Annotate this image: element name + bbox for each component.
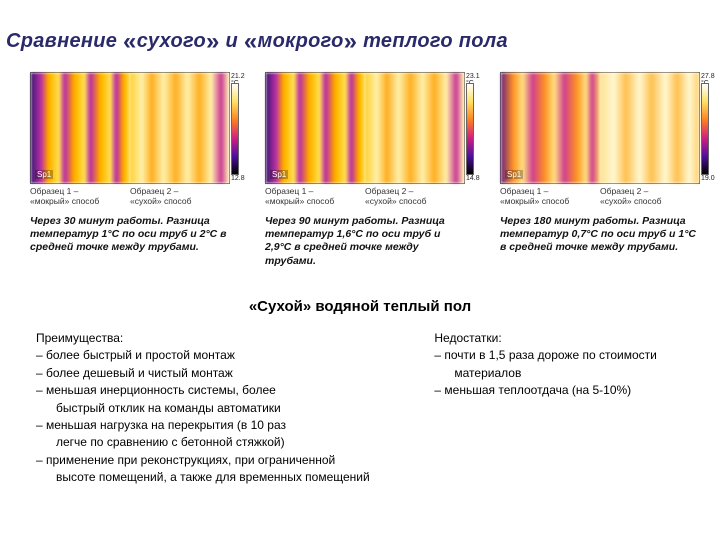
thermal-half-dry — [600, 73, 699, 183]
thermal-image: Sp1 23.1 °C 14.8 — [265, 72, 465, 184]
thermal-half-wet — [501, 73, 600, 183]
thermal-image: Sp1 27.8 °C 19.0 — [500, 72, 700, 184]
sp-label: Sp1 — [505, 170, 523, 179]
caption-line: «сухой» способ — [365, 197, 465, 207]
thermal-half-wet — [31, 73, 130, 183]
panel-captions: Образец 1 – «мокрый» способ Образец 2 – … — [30, 187, 230, 207]
panel-description: Через 90 минут работы. Разница температу… — [265, 215, 465, 269]
item-text-cont: легче по сравнению с бетонной стяжкой) — [46, 434, 424, 451]
thermal-half-wet — [266, 73, 365, 183]
item-text: – применение при реконструкциях, при огр… — [36, 453, 335, 467]
scale-max: 27.8 °C — [701, 73, 715, 83]
scale-bar — [466, 83, 474, 175]
thermal-panel: Sp1 21.2 °C 12.8 Образец 1 – «мокрый» сп… — [30, 72, 230, 268]
item-text: – меньшая инерционность системы, более — [36, 383, 276, 397]
thermal-half-dry — [365, 73, 464, 183]
thermal-panel: Sp1 27.8 °C 19.0 Образец 1 – «мокрый» сп… — [500, 72, 700, 268]
scale-min: 19.0 — [701, 175, 715, 185]
panel-description: Через 180 минут работы. Разница температ… — [500, 215, 700, 255]
scale-bar — [701, 83, 709, 175]
caption-line: «мокрый» способ — [265, 197, 365, 207]
subheading: «Сухой» водяной теплый пол — [0, 298, 720, 315]
title-part: мокрого — [258, 30, 344, 52]
color-scale: 23.1 °C 14.8 — [466, 73, 478, 185]
list-item: – меньшая нагрузка на перекрытия (в 10 р… — [36, 417, 424, 452]
scale-min: 12.8 — [231, 175, 245, 185]
panel-description: Через 30 минут работы. Разница температу… — [30, 215, 230, 255]
title-part: сухого — [137, 30, 206, 52]
title-part: теплого пола — [357, 30, 508, 52]
sp-label: Sp1 — [35, 170, 53, 179]
color-scale: 21.2 °C 12.8 — [231, 73, 243, 185]
list-item: – применение при реконструкциях, при огр… — [36, 452, 424, 487]
sp-label: Sp1 — [270, 170, 288, 179]
list-item: – более дешевый и чистый монтаж — [36, 365, 424, 382]
caption-line: «сухой» способ — [130, 197, 230, 207]
title-quote: » — [206, 28, 220, 55]
caption-right: Образец 2 – «сухой» способ — [600, 187, 700, 207]
list-item: – меньшая инерционность системы, более бы… — [36, 382, 424, 417]
thermal-half-dry — [130, 73, 229, 183]
item-text: – почти в 1,5 раза дороже по стоимости — [434, 348, 656, 362]
title-quote: » — [344, 28, 358, 55]
panel-captions: Образец 1 – «мокрый» способ Образец 2 – … — [500, 187, 700, 207]
caption-right: Образец 2 – «сухой» способ — [130, 187, 230, 207]
title-part: и — [220, 30, 244, 52]
disadvantages-column: Недостатки: – почти в 1,5 раза дороже по… — [434, 330, 700, 487]
item-text-cont: высоте помещений, а также для временных … — [46, 469, 424, 486]
caption-line: «сухой» способ — [600, 197, 700, 207]
item-text: – меньшая нагрузка на перекрытия (в 10 р… — [36, 418, 286, 432]
caption-line: «мокрый» способ — [30, 197, 130, 207]
title-quote: « — [123, 28, 137, 55]
item-text: – более быстрый и простой монтаж — [36, 348, 235, 362]
scale-min: 14.8 — [466, 175, 480, 185]
title-quote: « — [244, 28, 258, 55]
title-part: Сравнение — [6, 30, 123, 52]
advantages-column: Преимущества: – более быстрый и простой … — [36, 330, 434, 487]
item-text: – более дешевый и чистый монтаж — [36, 366, 233, 380]
item-text: – меньшая теплоотдача (на 5-10%) — [434, 383, 631, 397]
caption-left: Образец 1 – «мокрый» способ — [500, 187, 600, 207]
list-item: – почти в 1,5 раза дороже по стоимости ма… — [434, 347, 700, 382]
list-item: – более быстрый и простой монтаж — [36, 347, 424, 364]
caption-left: Образец 1 – «мокрый» способ — [265, 187, 365, 207]
item-text-cont: быстрый отклик на команды автоматики — [46, 400, 424, 417]
color-scale: 27.8 °C 19.0 — [701, 73, 713, 185]
thermal-image: Sp1 21.2 °C 12.8 — [30, 72, 230, 184]
thermal-row: Sp1 21.2 °C 12.8 Образец 1 – «мокрый» сп… — [30, 72, 700, 268]
page-title: Сравнение «сухого» и «мокрого» теплого п… — [6, 28, 508, 56]
scale-bar — [231, 83, 239, 175]
list-item: – меньшая теплоотдача (на 5-10%) — [434, 382, 700, 399]
caption-right: Образец 2 – «сухой» способ — [365, 187, 465, 207]
thermal-panel: Sp1 23.1 °C 14.8 Образец 1 – «мокрый» сп… — [265, 72, 465, 268]
scale-max: 21.2 °C — [231, 73, 245, 83]
caption-left: Образец 1 – «мокрый» способ — [30, 187, 130, 207]
advantages-title: Преимущества: — [36, 330, 424, 347]
caption-line: «мокрый» способ — [500, 197, 600, 207]
pros-cons-columns: Преимущества: – более быстрый и простой … — [36, 330, 700, 487]
scale-max: 23.1 °C — [466, 73, 480, 83]
item-text-cont: материалов — [444, 365, 700, 382]
disadvantages-title: Недостатки: — [434, 330, 700, 347]
panel-captions: Образец 1 – «мокрый» способ Образец 2 – … — [265, 187, 465, 207]
